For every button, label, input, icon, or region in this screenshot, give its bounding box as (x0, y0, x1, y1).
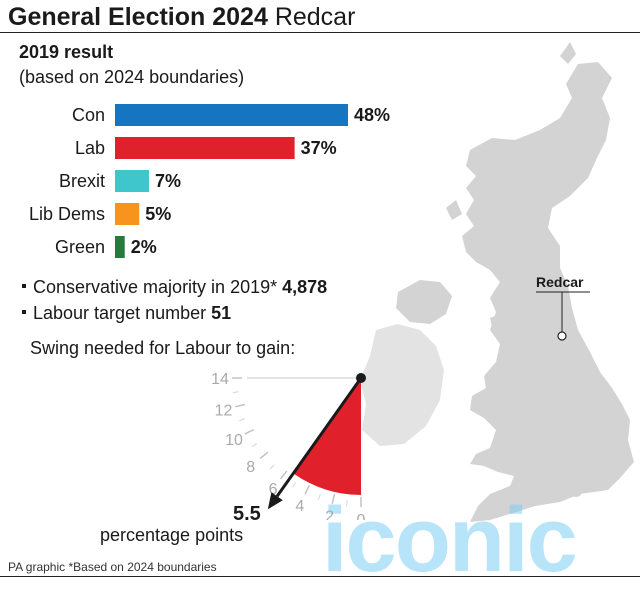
isle-of-wight-shape (570, 485, 582, 497)
bar-category-label: Lib Dems (29, 204, 105, 224)
bar-lab (115, 137, 295, 159)
page-title: General Election 2024 Redcar (8, 2, 355, 32)
redcar-marker (557, 331, 567, 341)
gauge-tick (244, 428, 255, 435)
watermark: iconic (322, 489, 578, 591)
bar-value-label: 7% (155, 171, 181, 191)
gauge-tick (279, 470, 288, 480)
gauge-tick (259, 451, 269, 460)
uk-map (360, 42, 634, 522)
footer-credit: PA graphic *Based on 2024 boundaries (8, 560, 217, 574)
bar-value-label: 37% (301, 138, 337, 158)
gauge-minor-tick (232, 391, 239, 393)
title-light: Redcar (274, 3, 356, 31)
note-target-text: Labour target number (33, 303, 207, 323)
bar-category-label: Con (72, 105, 105, 125)
gauge-tick-label: 12 (215, 402, 233, 419)
result-subheading: (based on 2024 boundaries) (19, 67, 245, 87)
gauge-minor-tick (291, 481, 296, 488)
gauge-minor-tick (239, 418, 246, 422)
gauge-needle-head (267, 492, 283, 510)
island-shape (446, 200, 462, 220)
bar-green (115, 236, 125, 258)
gauge-needle (275, 377, 363, 498)
gauge-minor-tick (251, 443, 258, 448)
title-divider (0, 32, 640, 33)
bar-value-label: 5% (145, 204, 171, 224)
gauge-tick-label: 10 (225, 432, 243, 449)
ireland-shape (360, 324, 444, 446)
title-bold: General Election 2024 (8, 3, 268, 31)
gauge-tick-label: 2 (325, 508, 334, 520)
gauge-fill (293, 378, 361, 495)
gauge-tick (331, 493, 336, 504)
northern-ireland-shape (396, 280, 452, 324)
note-majority-value: 4,878 (282, 277, 328, 297)
gauge-minor-tick (269, 464, 275, 470)
swing-unit: percentage points (100, 525, 244, 545)
bar-brexit (115, 170, 149, 192)
bullet-icon (22, 284, 26, 289)
result-heading: 2019 result (19, 42, 114, 62)
gauge-pivot (356, 373, 366, 383)
redcar-label: Redcar (536, 274, 584, 290)
bar-value-label: 48% (354, 105, 390, 125)
gauge-tick (235, 403, 246, 408)
isle-of-man-shape (490, 314, 502, 326)
gauge-tick-label: 6 (269, 481, 278, 498)
note-majority: Conservative majority in 2019* 4,878 (22, 277, 327, 298)
bullet-icon (22, 310, 26, 315)
gauge-tick-label: 8 (246, 459, 255, 476)
island-shape (560, 42, 576, 64)
results-bar-chart: Con 48% Lab 37% Brexit 7% Lib Dems 5% Green 2% (29, 104, 390, 258)
note-target-value: 51 (211, 303, 232, 323)
gauge-tick (304, 484, 311, 495)
gauge-minor-tick (346, 500, 348, 507)
bar-value-label: 2% (131, 237, 157, 257)
note-target: Labour target number 51 (22, 303, 231, 324)
swing-title: Swing needed for Labour to gain: (30, 338, 296, 358)
gauge-tick-label: 0 (357, 512, 366, 520)
bar-category-label: Green (55, 237, 105, 257)
bottom-divider (0, 576, 640, 577)
bar-category-label: Lab (75, 138, 105, 158)
note-majority-text: Conservative majority in 2019* (33, 277, 278, 297)
bar-con (115, 104, 348, 126)
gauge-minor-tick (317, 493, 321, 500)
gauge-tick-label: 4 (295, 498, 304, 515)
gauge-tick-label: 14 (211, 371, 229, 388)
swing-value: 5.5 (233, 503, 261, 525)
bar-category-label: Brexit (59, 171, 105, 191)
bar-lib-dems (115, 203, 140, 225)
